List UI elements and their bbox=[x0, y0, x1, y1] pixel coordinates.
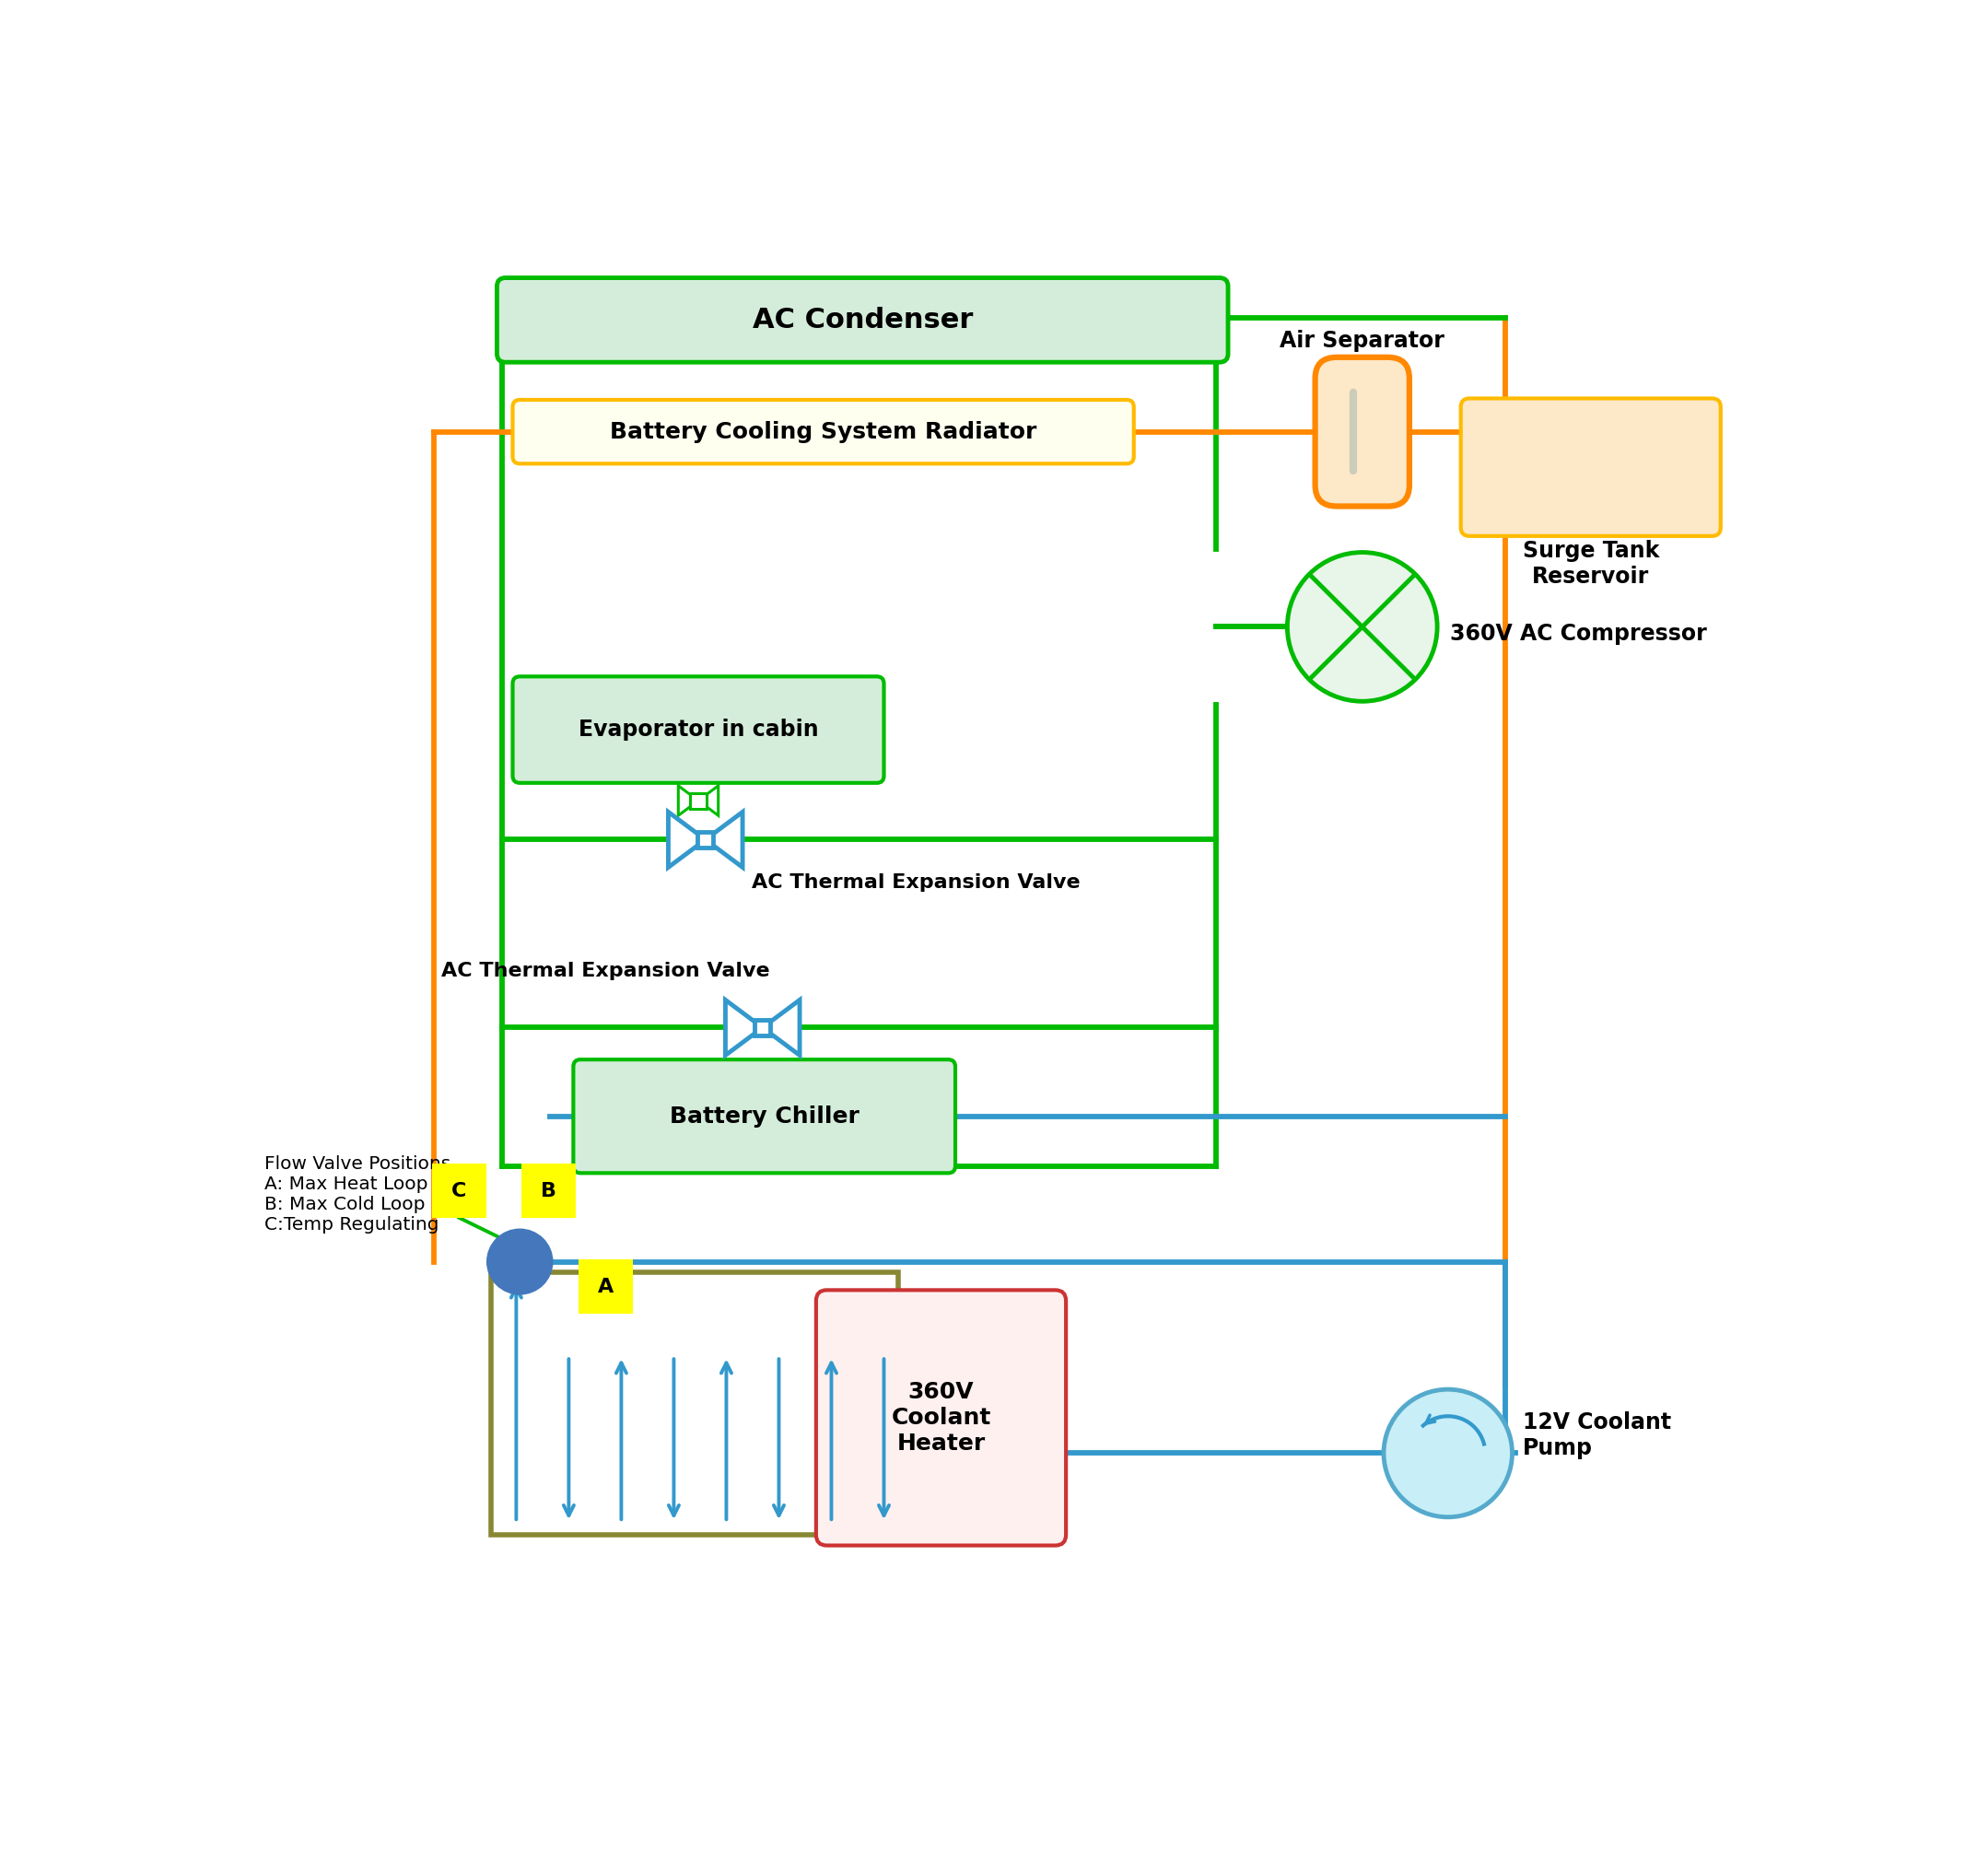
FancyBboxPatch shape bbox=[491, 1272, 899, 1534]
FancyBboxPatch shape bbox=[573, 1060, 956, 1174]
Circle shape bbox=[487, 1229, 553, 1293]
FancyBboxPatch shape bbox=[755, 1019, 771, 1036]
Text: A: A bbox=[598, 1278, 614, 1296]
FancyBboxPatch shape bbox=[698, 831, 714, 848]
Text: 12V Coolant
Pump: 12V Coolant Pump bbox=[1523, 1412, 1672, 1460]
Circle shape bbox=[1288, 552, 1437, 701]
Text: Surge Tank
Reservoir: Surge Tank Reservoir bbox=[1523, 539, 1660, 588]
Text: Flow Valve Positions
A: Max Heat Loop
B: Max Cold Loop
C:Temp Regulating: Flow Valve Positions A: Max Heat Loop B:… bbox=[264, 1155, 451, 1233]
Text: Battery Chiller: Battery Chiller bbox=[670, 1105, 859, 1127]
FancyBboxPatch shape bbox=[513, 400, 1133, 463]
Polygon shape bbox=[668, 813, 706, 867]
Circle shape bbox=[1384, 1389, 1513, 1518]
Text: AC Thermal Expansion Valve: AC Thermal Expansion Valve bbox=[441, 962, 769, 980]
FancyBboxPatch shape bbox=[1461, 398, 1722, 536]
FancyBboxPatch shape bbox=[1316, 357, 1409, 506]
Polygon shape bbox=[706, 813, 744, 867]
Text: Battery Cooling System Radiator: Battery Cooling System Radiator bbox=[610, 420, 1036, 443]
FancyBboxPatch shape bbox=[513, 677, 885, 783]
Polygon shape bbox=[698, 785, 718, 815]
Text: AC Condenser: AC Condenser bbox=[751, 307, 972, 333]
Text: AC Thermal Expansion Valve: AC Thermal Expansion Valve bbox=[751, 872, 1079, 891]
FancyBboxPatch shape bbox=[817, 1291, 1066, 1546]
Text: C: C bbox=[451, 1181, 467, 1200]
Polygon shape bbox=[726, 1001, 763, 1055]
FancyBboxPatch shape bbox=[431, 1164, 487, 1218]
Polygon shape bbox=[678, 785, 698, 815]
Text: Evaporator in cabin: Evaporator in cabin bbox=[579, 718, 819, 740]
FancyBboxPatch shape bbox=[690, 792, 706, 809]
Text: 360V AC Compressor: 360V AC Compressor bbox=[1449, 623, 1708, 645]
Text: 360V
Coolant
Heater: 360V Coolant Heater bbox=[891, 1382, 990, 1455]
Polygon shape bbox=[763, 1001, 799, 1055]
FancyBboxPatch shape bbox=[521, 1164, 575, 1218]
FancyBboxPatch shape bbox=[579, 1259, 632, 1313]
Text: Air Separator: Air Separator bbox=[1280, 329, 1445, 352]
FancyBboxPatch shape bbox=[497, 277, 1229, 363]
Text: B: B bbox=[541, 1181, 557, 1200]
